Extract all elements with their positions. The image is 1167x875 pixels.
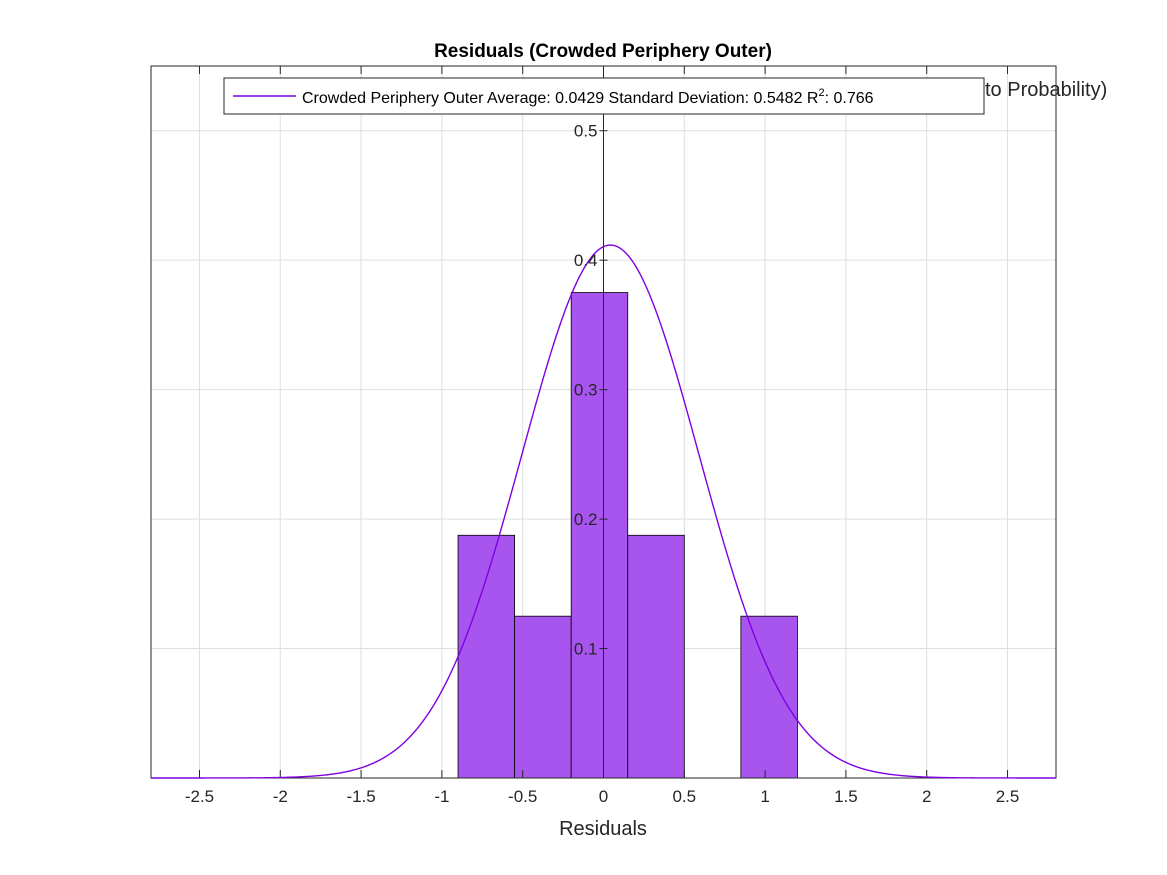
y-tick-label: 0.3 xyxy=(574,381,598,400)
fit-curve-layer xyxy=(151,244,1056,779)
legend-superscript: 2 xyxy=(818,87,824,99)
histogram-bar xyxy=(570,292,629,779)
x-tick-label: 2 xyxy=(922,787,931,806)
histogram-bar xyxy=(627,534,685,779)
y-tick-label: 0.2 xyxy=(574,510,598,529)
x-tick-label: -2.5 xyxy=(185,787,214,806)
axes xyxy=(150,65,1057,779)
histogram-bar xyxy=(457,534,516,779)
chart-title: Residuals (Crowded Periphery Outer) xyxy=(434,41,772,62)
x-tick-label: -1.5 xyxy=(346,787,375,806)
x-tick-label: -0.5 xyxy=(508,787,537,806)
legend-text-end: : 0.766 xyxy=(825,90,874,107)
x-tick-label: 2.5 xyxy=(996,787,1020,806)
tick-labels: -2.5 -2 -1.5 -1 -0.5 0 0.5 1 1.5 2 2.5 0.1 0.2 0.3 0.4… xyxy=(185,122,1020,806)
x-axis-label: Residuals xyxy=(559,818,647,840)
y-tick-label: 0.1 xyxy=(574,640,598,659)
x-tick-label: 0.5 xyxy=(672,787,696,806)
legend-box xyxy=(223,77,985,115)
legend-text-main: Crowded Periphery Outer Average: 0.0429 … xyxy=(302,90,818,107)
histogram-bar xyxy=(514,615,572,779)
x-tick-label: 1.5 xyxy=(834,787,858,806)
y-tick-label: 0.4 xyxy=(574,251,598,270)
x-tick-label: 0 xyxy=(599,787,608,806)
histogram-bar xyxy=(740,615,798,779)
normal-fit-curve xyxy=(151,244,1056,779)
legend: Crowded Periphery Outer Average: 0.0429 … xyxy=(223,77,985,115)
legend-entry: Crowded Periphery Outer Average: 0.0429 … xyxy=(302,87,874,107)
x-tick-label: -1 xyxy=(434,787,449,806)
x-tick-label: -2 xyxy=(273,787,288,806)
histogram-bars xyxy=(457,292,798,779)
x-tick-label: 1 xyxy=(760,787,769,806)
y-tick-label: 0.5 xyxy=(574,122,598,141)
ylabel-fragment: to Probability) xyxy=(985,79,1107,101)
